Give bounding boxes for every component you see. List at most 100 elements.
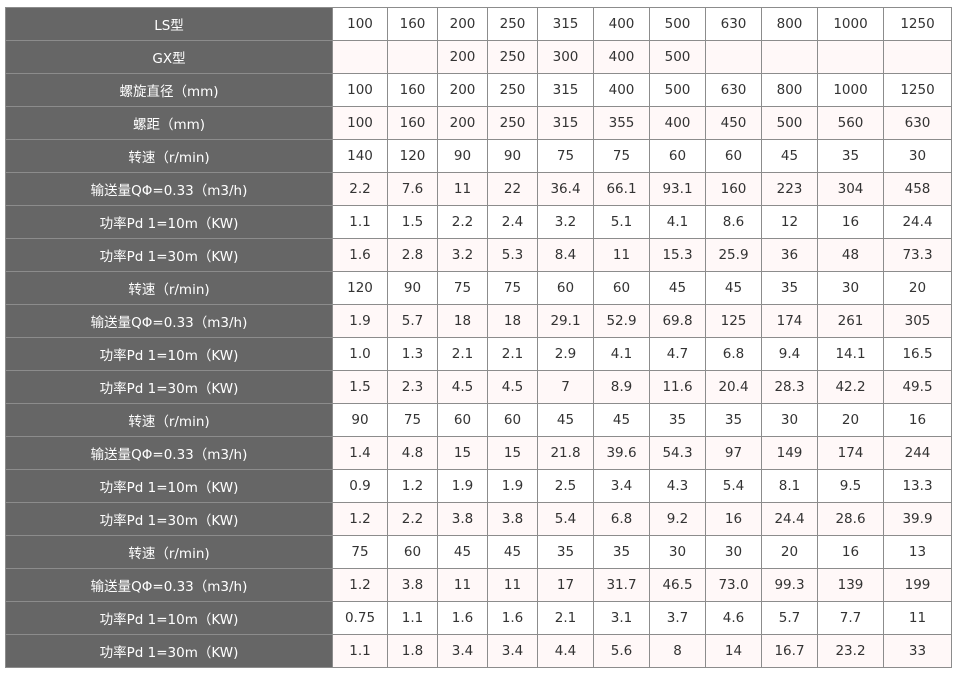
row-header: 功率Pd 1=10m（KW) (5, 469, 333, 503)
table-cell: 9.2 (649, 502, 706, 536)
table-cell: 60 (705, 139, 762, 173)
table-cell: 20.4 (705, 370, 762, 404)
table-row: 输送量QΦ=0.33（m3/h) 1.9 5.7 18 18 29.1 52.9 69.8 12… (5, 304, 952, 338)
table-cell: 1250 (883, 7, 952, 41)
row-header: 转速（r/min) (5, 535, 333, 569)
table-cell: 75 (537, 139, 594, 173)
table-cell: 46.5 (649, 568, 706, 602)
table-cell: 11 (593, 238, 650, 272)
table-cell: 2.5 (537, 469, 594, 503)
table-cell (883, 40, 952, 74)
table-cell (705, 40, 762, 74)
table-cell: 200 (437, 7, 488, 41)
table-cell: 11 (437, 172, 488, 206)
table-cell: 261 (817, 304, 884, 338)
table-cell: 0.9 (332, 469, 388, 503)
table-cell: 244 (883, 436, 952, 470)
table-cell: 35 (761, 271, 818, 305)
table-cell: 11 (883, 601, 952, 635)
table-cell: 140 (332, 139, 388, 173)
table-cell: 4.1 (593, 337, 650, 371)
table-cell: 4.3 (649, 469, 706, 503)
table-cell: 6.8 (705, 337, 762, 371)
table-cell: 2.2 (332, 172, 388, 206)
table-cell: 5.4 (705, 469, 762, 503)
table-cell: 174 (817, 436, 884, 470)
table-cell: 160 (705, 172, 762, 206)
table-cell: 30 (649, 535, 706, 569)
row-header: 功率Pd 1=10m（KW) (5, 601, 333, 635)
spec-table: LS型 100 160 200 250 315 400 500 630 800 1000 1250 GX… (5, 7, 952, 668)
table-cell: 5.7 (387, 304, 438, 338)
table-row: 功率Pd 1=10m（KW) 1.0 1.3 2.1 2.1 2.9 4.1 4.7 6.8 9.… (5, 337, 952, 371)
table-cell: 3.7 (649, 601, 706, 635)
table-cell: 75 (487, 271, 538, 305)
table-cell: 2.4 (487, 205, 538, 239)
table-cell: 4.7 (649, 337, 706, 371)
table-cell: 1.9 (332, 304, 388, 338)
table-cell: 7.7 (817, 601, 884, 635)
row-header: 功率Pd 1=30m（KW) (5, 370, 333, 404)
table-cell: 5.6 (593, 634, 650, 668)
row-header: 输送量QΦ=0.33（m3/h) (5, 304, 333, 338)
table-cell: 11 (487, 568, 538, 602)
table-cell: 20 (761, 535, 818, 569)
table-cell: 0.75 (332, 601, 388, 635)
table-cell: 14 (705, 634, 762, 668)
table-cell: 11.6 (649, 370, 706, 404)
table-cell: 2.3 (387, 370, 438, 404)
table-cell: 3.1 (593, 601, 650, 635)
table-cell: 15 (487, 436, 538, 470)
table-cell: 39.6 (593, 436, 650, 470)
row-header: 螺距（mm) (5, 106, 333, 140)
table-cell: 4.4 (537, 634, 594, 668)
table-cell: 60 (387, 535, 438, 569)
table-cell: 75 (332, 535, 388, 569)
table-cell: 4.8 (387, 436, 438, 470)
table-cell: 15.3 (649, 238, 706, 272)
table-cell: 2.1 (437, 337, 488, 371)
table-cell: 5.7 (761, 601, 818, 635)
table-cell: 400 (593, 40, 650, 74)
row-header: 功率Pd 1=30m（KW) (5, 634, 333, 668)
table-cell: 90 (387, 271, 438, 305)
table-cell: 174 (761, 304, 818, 338)
table-cell: 90 (332, 403, 388, 437)
table-cell: 4.5 (487, 370, 538, 404)
table-cell: 30 (761, 403, 818, 437)
table-cell: 3.8 (487, 502, 538, 536)
row-header: 功率Pd 1=30m（KW) (5, 238, 333, 272)
table-cell: 1000 (817, 7, 884, 41)
table-row: 功率Pd 1=30m（KW) 1.5 2.3 4.5 4.5 7 8.9 11.6 20.4 28… (5, 370, 952, 404)
table-cell: 45 (437, 535, 488, 569)
table-cell: 7 (537, 370, 594, 404)
table-cell: 45 (649, 271, 706, 305)
table-cell: 60 (487, 403, 538, 437)
table-cell: 73.3 (883, 238, 952, 272)
table-cell: 23.2 (817, 634, 884, 668)
table-cell: 45 (537, 403, 594, 437)
table-cell: 250 (487, 7, 538, 41)
table-cell: 4.5 (437, 370, 488, 404)
table-cell: 400 (593, 7, 650, 41)
table-cell: 139 (817, 568, 884, 602)
table-cell: 200 (437, 40, 488, 74)
table-cell: 450 (705, 106, 762, 140)
table-cell: 48 (817, 238, 884, 272)
table-cell: 1.2 (332, 502, 388, 536)
table-cell: 66.1 (593, 172, 650, 206)
table-cell: 30 (817, 271, 884, 305)
table-cell: 8.4 (537, 238, 594, 272)
table-cell: 9.4 (761, 337, 818, 371)
table-cell: 9.5 (817, 469, 884, 503)
table-cell: 30 (705, 535, 762, 569)
table-cell: 630 (705, 7, 762, 41)
table-cell: 11 (437, 568, 488, 602)
table-row: 输送量QΦ=0.33（m3/h) 1.4 4.8 15 15 21.8 39.6 54.3 97… (5, 436, 952, 470)
table-cell: 250 (487, 40, 538, 74)
row-header: 螺旋直径（mm) (5, 73, 333, 107)
table-cell: 2.1 (487, 337, 538, 371)
table-cell: 1.5 (387, 205, 438, 239)
table-cell: 14.1 (817, 337, 884, 371)
table-row: 功率Pd 1=30m（KW) 1.6 2.8 3.2 5.3 8.4 11 15.3 25.9 3… (5, 238, 952, 272)
